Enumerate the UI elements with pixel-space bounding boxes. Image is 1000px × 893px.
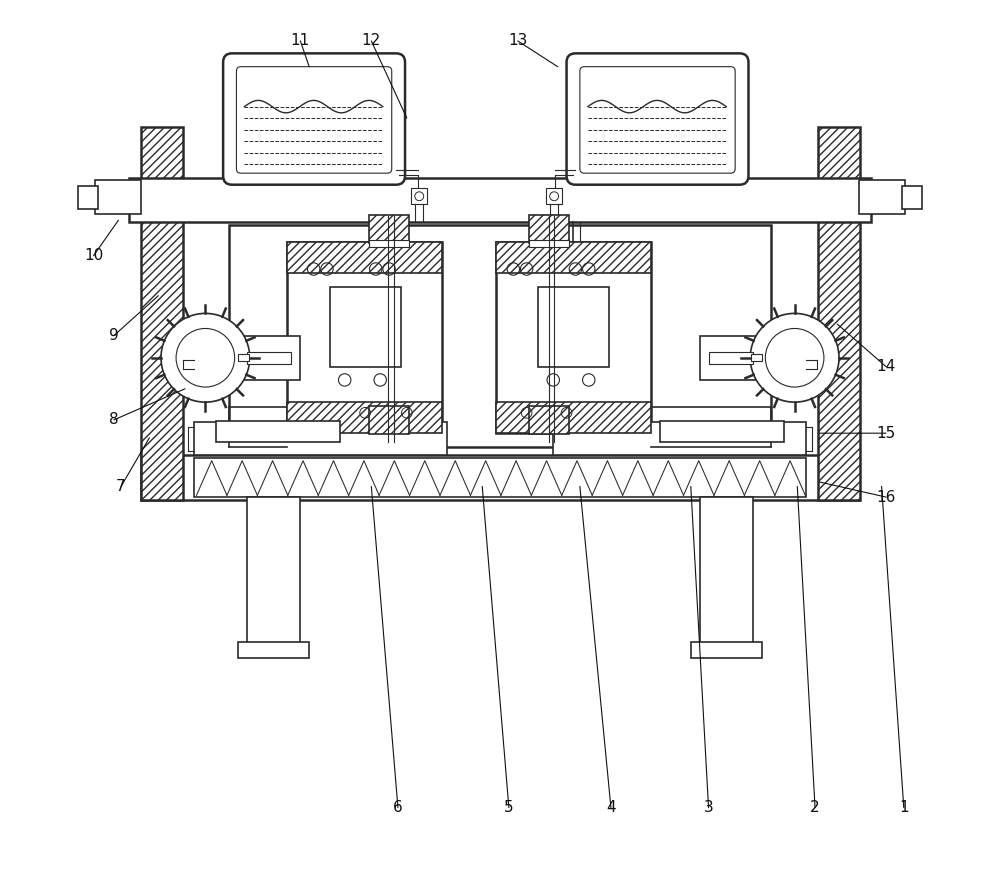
- Bar: [691, 642, 762, 658]
- Text: 15: 15: [876, 426, 896, 440]
- Bar: [529, 215, 569, 243]
- Bar: [141, 455, 859, 500]
- Bar: [78, 186, 98, 209]
- Text: 1: 1: [899, 800, 909, 815]
- Text: 11: 11: [291, 33, 310, 48]
- Bar: [229, 225, 771, 446]
- Bar: [194, 458, 806, 497]
- Bar: [216, 421, 340, 442]
- Bar: [709, 352, 753, 364]
- Bar: [496, 402, 651, 433]
- Bar: [411, 188, 427, 204]
- Bar: [902, 186, 922, 209]
- Text: 8: 8: [109, 413, 119, 428]
- Bar: [369, 405, 409, 434]
- Bar: [496, 242, 651, 273]
- Circle shape: [161, 313, 250, 402]
- Bar: [751, 355, 762, 362]
- Bar: [287, 402, 442, 433]
- Bar: [238, 642, 309, 658]
- Text: 4: 4: [606, 800, 616, 815]
- Text: 3: 3: [704, 800, 713, 815]
- Bar: [529, 405, 569, 434]
- Text: 14: 14: [876, 359, 896, 374]
- Bar: [538, 287, 609, 367]
- Bar: [496, 242, 651, 433]
- Text: 12: 12: [362, 33, 381, 48]
- Bar: [859, 180, 905, 214]
- Bar: [330, 287, 401, 367]
- FancyBboxPatch shape: [567, 54, 748, 185]
- Text: 16: 16: [876, 489, 896, 505]
- Bar: [141, 127, 183, 500]
- Text: 5: 5: [504, 800, 514, 815]
- Text: 2: 2: [810, 800, 820, 815]
- Bar: [553, 421, 806, 455]
- Bar: [369, 239, 409, 246]
- Bar: [95, 180, 141, 214]
- Bar: [660, 421, 784, 442]
- Bar: [194, 336, 300, 380]
- Bar: [129, 178, 871, 222]
- Text: 7: 7: [116, 479, 126, 494]
- Circle shape: [750, 313, 839, 402]
- Text: 9: 9: [109, 328, 119, 343]
- FancyBboxPatch shape: [223, 54, 405, 185]
- Bar: [529, 239, 569, 246]
- Text: 10: 10: [84, 248, 103, 263]
- Bar: [247, 352, 291, 364]
- Bar: [700, 336, 806, 380]
- Bar: [369, 215, 409, 243]
- Bar: [194, 421, 447, 455]
- Bar: [287, 242, 442, 273]
- Bar: [546, 188, 562, 204]
- Bar: [247, 497, 300, 647]
- Text: 13: 13: [508, 33, 527, 48]
- Bar: [818, 127, 860, 500]
- Text: 6: 6: [393, 800, 403, 815]
- Bar: [238, 355, 249, 362]
- Bar: [287, 242, 442, 433]
- Bar: [700, 497, 753, 647]
